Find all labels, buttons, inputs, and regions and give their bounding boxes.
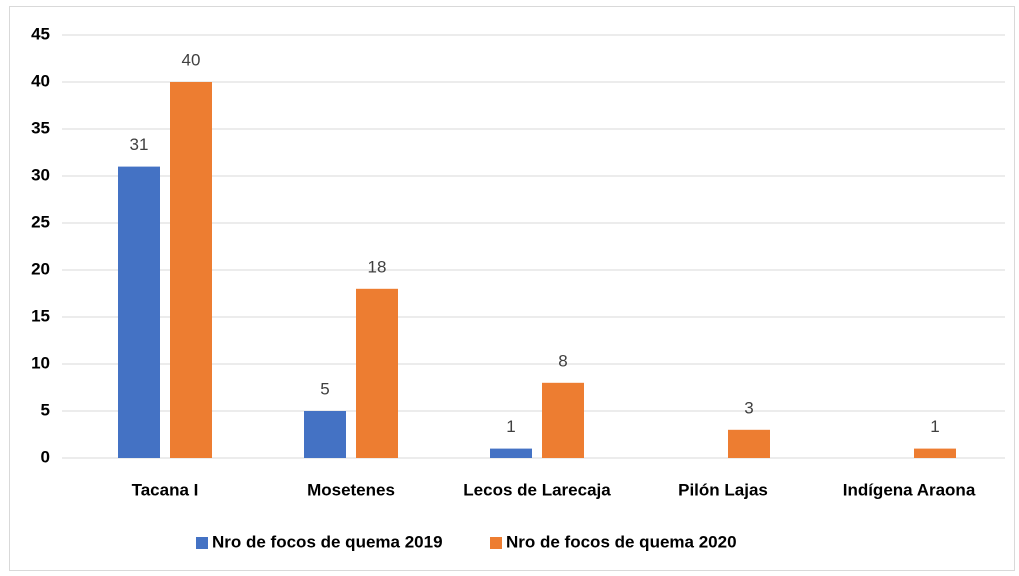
data-label: 40 <box>182 50 201 69</box>
bar <box>728 429 770 458</box>
y-tick-label: 35 <box>31 118 50 137</box>
data-label: 1 <box>930 417 939 436</box>
data-label: 8 <box>558 351 567 370</box>
legend-swatch <box>196 537 208 549</box>
y-tick-label: 0 <box>41 447 50 466</box>
data-label: 3 <box>744 398 753 417</box>
data-label: 1 <box>506 417 515 436</box>
x-tick-label: Mosetenes <box>307 480 395 499</box>
x-tick-label: Tacana I <box>132 480 199 499</box>
bar <box>170 82 212 458</box>
data-label: 18 <box>368 257 387 276</box>
y-tick-label: 25 <box>31 212 50 231</box>
bar <box>542 382 584 458</box>
y-tick-label: 20 <box>31 259 50 278</box>
x-tick-label: Indígena Araona <box>843 480 976 499</box>
bar <box>914 448 956 458</box>
y-tick-label: 45 <box>31 24 50 43</box>
bar <box>490 448 532 458</box>
data-label: 5 <box>320 379 329 398</box>
x-tick-label: Pilón Lajas <box>678 480 768 499</box>
legend-label: Nro de focos de quema 2020 <box>506 532 737 551</box>
data-label: 31 <box>130 135 149 154</box>
bar <box>118 166 160 458</box>
y-tick-label: 15 <box>31 306 50 325</box>
y-tick-label: 5 <box>41 400 50 419</box>
y-tick-label: 40 <box>31 71 50 90</box>
bar <box>356 288 398 458</box>
bar <box>304 411 346 458</box>
y-tick-label: 30 <box>31 165 50 184</box>
legend-swatch <box>490 537 502 549</box>
y-tick-label: 10 <box>31 353 50 372</box>
x-tick-label: Lecos de Larecaja <box>463 480 611 499</box>
legend-label: Nro de focos de quema 2019 <box>212 532 443 551</box>
